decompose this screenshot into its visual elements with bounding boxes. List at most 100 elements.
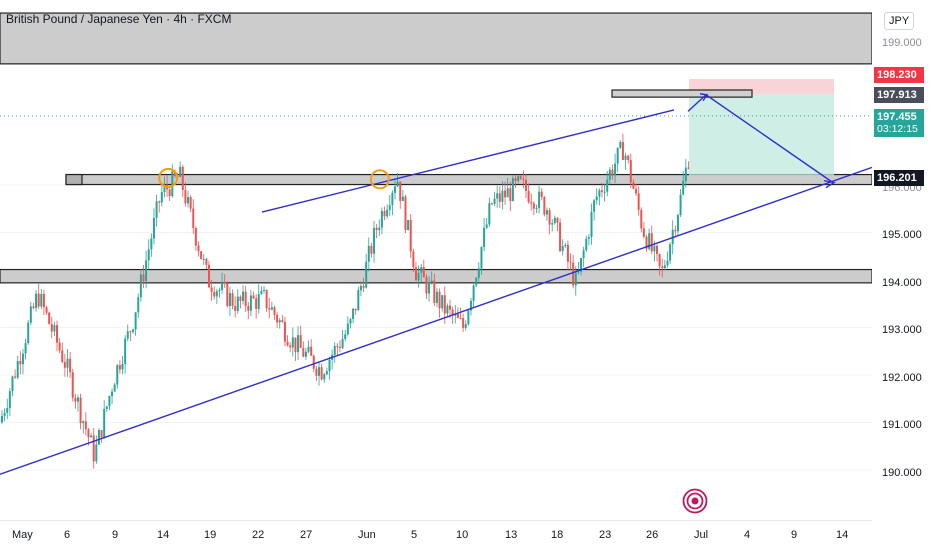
candle-body xyxy=(108,396,111,407)
candle-body xyxy=(14,376,17,378)
candle-body xyxy=(132,329,134,332)
candle-body xyxy=(543,197,546,215)
candle-body xyxy=(525,179,527,191)
candle-body xyxy=(456,313,459,318)
candle-body xyxy=(58,342,61,351)
candle-body xyxy=(519,176,522,179)
candle-body xyxy=(118,365,121,370)
candle-body xyxy=(239,296,242,302)
broker-logo-icon[interactable] xyxy=(682,488,708,514)
candle-body xyxy=(281,320,284,322)
candle-body xyxy=(365,261,368,288)
candle-body xyxy=(66,358,69,368)
candle-body xyxy=(383,211,386,217)
candle-body xyxy=(650,233,653,252)
candle-body xyxy=(160,192,163,203)
candle-body xyxy=(158,201,161,203)
candle-body xyxy=(48,312,51,324)
candle-body xyxy=(187,197,190,204)
candle-body xyxy=(323,374,326,380)
candle-body xyxy=(252,295,255,299)
candle-body xyxy=(498,193,501,202)
candle-body xyxy=(362,285,365,288)
candle-body xyxy=(621,141,624,160)
candle-body xyxy=(194,228,197,246)
candle-body xyxy=(276,314,279,323)
candle-body xyxy=(218,289,221,292)
candle-body xyxy=(16,360,19,378)
date-tick: 10 xyxy=(456,529,469,541)
candle-body xyxy=(139,274,142,298)
candle-body xyxy=(635,188,638,194)
date-tick: 18 xyxy=(551,529,564,541)
candle-body xyxy=(234,305,237,311)
price-tick: 190.000 xyxy=(882,467,922,479)
currency-label[interactable]: JPY xyxy=(884,12,915,30)
candle-body xyxy=(210,287,213,292)
candle-body xyxy=(19,360,22,365)
candle-body xyxy=(8,391,11,408)
candle-body xyxy=(504,190,507,198)
price-tick: 194.000 xyxy=(882,277,922,289)
date-tick: 5 xyxy=(411,529,418,541)
candle-body xyxy=(74,397,77,402)
candle-body xyxy=(676,215,679,232)
candle-body xyxy=(506,188,509,198)
candle-body xyxy=(328,359,331,372)
price-chart[interactable] xyxy=(0,0,872,520)
candle-body xyxy=(42,293,45,308)
candle-body xyxy=(95,444,98,462)
candle-body xyxy=(417,272,420,281)
candle-body xyxy=(265,289,268,309)
candle-body xyxy=(126,331,129,339)
candle-body xyxy=(632,182,635,189)
candle-body xyxy=(192,208,195,229)
candle-body xyxy=(441,295,444,309)
candle-body xyxy=(467,310,470,325)
date-tick: 26 xyxy=(646,529,659,541)
candle-body xyxy=(663,265,666,269)
candle-body xyxy=(205,258,208,265)
candle-body xyxy=(616,147,619,164)
candle-body xyxy=(388,205,391,210)
candle-body xyxy=(307,346,310,352)
candle-body xyxy=(435,291,438,304)
candle-body xyxy=(488,203,491,225)
candle-body xyxy=(669,244,672,261)
candle-body xyxy=(297,335,300,353)
candle-body xyxy=(559,222,562,252)
candle-body xyxy=(344,334,347,340)
candle-body xyxy=(359,285,362,291)
candle-body xyxy=(341,339,344,348)
candle-body xyxy=(294,337,297,353)
candle-body xyxy=(357,290,360,311)
target-price-badge: 196.201 xyxy=(874,170,924,186)
candle-body xyxy=(517,176,520,182)
candle-body xyxy=(76,397,79,402)
candle-body xyxy=(163,184,166,193)
candle-body xyxy=(600,190,603,192)
candle-body xyxy=(56,325,59,343)
date-axis[interactable]: May 6 9 14 19 22 27 Jun 5 10 13 18 23 26… xyxy=(0,520,872,551)
candle-body xyxy=(593,200,596,212)
candle-body xyxy=(168,189,171,197)
candle-body xyxy=(420,267,423,273)
candle-body xyxy=(401,196,404,201)
candle-body xyxy=(325,371,328,375)
candle-body xyxy=(79,397,82,424)
price-tick: 195.000 xyxy=(882,229,922,241)
candle-body xyxy=(572,262,575,286)
current-price-value: 197.455 xyxy=(877,111,917,123)
candle-body xyxy=(522,178,525,180)
candle-body xyxy=(501,190,504,202)
date-tick: 14 xyxy=(157,529,170,541)
candle-body xyxy=(124,338,127,364)
candle-body xyxy=(535,208,538,210)
candle-body xyxy=(299,335,302,348)
candle-body xyxy=(202,258,205,260)
candle-body xyxy=(171,171,174,197)
zone-resistance xyxy=(0,12,872,65)
candle-body xyxy=(215,291,218,297)
date-tick: 22 xyxy=(252,529,265,541)
candle-body xyxy=(412,251,415,268)
